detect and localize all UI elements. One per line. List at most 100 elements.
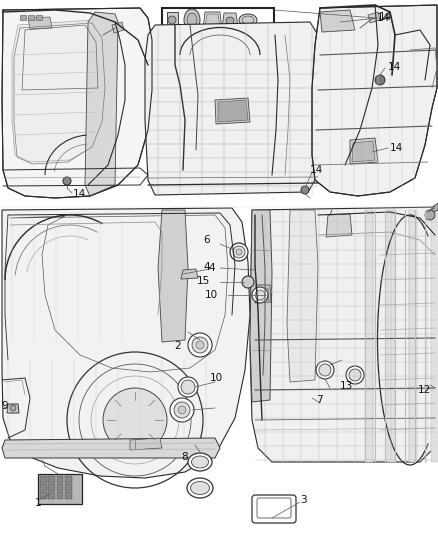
Circle shape bbox=[170, 398, 194, 422]
Polygon shape bbox=[158, 210, 188, 342]
Circle shape bbox=[10, 405, 16, 411]
Text: 15: 15 bbox=[197, 276, 210, 286]
Circle shape bbox=[178, 406, 186, 414]
Polygon shape bbox=[2, 8, 152, 198]
Text: 14: 14 bbox=[390, 143, 403, 153]
Bar bbox=[162, 8, 274, 66]
Circle shape bbox=[188, 333, 212, 357]
Polygon shape bbox=[352, 141, 375, 162]
Ellipse shape bbox=[167, 45, 177, 51]
Polygon shape bbox=[320, 10, 355, 32]
Bar bbox=[48, 484, 55, 490]
Circle shape bbox=[301, 186, 309, 194]
Circle shape bbox=[178, 377, 198, 397]
Text: 10: 10 bbox=[210, 373, 223, 383]
Bar bbox=[65, 476, 72, 482]
Polygon shape bbox=[145, 22, 320, 195]
Text: 4: 4 bbox=[203, 262, 210, 272]
Text: 14: 14 bbox=[388, 62, 401, 72]
Polygon shape bbox=[365, 210, 373, 462]
Text: 14: 14 bbox=[73, 189, 86, 199]
Bar bbox=[38, 474, 82, 504]
Circle shape bbox=[230, 243, 248, 261]
Circle shape bbox=[236, 249, 242, 255]
Polygon shape bbox=[250, 210, 272, 402]
Text: 1: 1 bbox=[35, 498, 42, 508]
Text: 4: 4 bbox=[208, 263, 215, 273]
Bar bbox=[36, 15, 42, 20]
Ellipse shape bbox=[239, 14, 257, 26]
Text: 13: 13 bbox=[340, 381, 353, 391]
Polygon shape bbox=[387, 210, 395, 462]
Polygon shape bbox=[215, 98, 250, 124]
Circle shape bbox=[319, 364, 331, 376]
Ellipse shape bbox=[191, 456, 208, 468]
Text: 10: 10 bbox=[205, 290, 218, 300]
Bar bbox=[40, 492, 47, 498]
Text: 14: 14 bbox=[379, 12, 392, 22]
Circle shape bbox=[242, 276, 254, 288]
Ellipse shape bbox=[187, 13, 197, 27]
Polygon shape bbox=[167, 12, 178, 28]
Polygon shape bbox=[112, 22, 124, 33]
Polygon shape bbox=[326, 214, 352, 237]
Ellipse shape bbox=[191, 481, 209, 495]
Polygon shape bbox=[255, 285, 271, 303]
Circle shape bbox=[425, 210, 435, 220]
Bar bbox=[65, 492, 72, 498]
Polygon shape bbox=[257, 288, 269, 301]
Text: 3: 3 bbox=[300, 495, 307, 505]
Ellipse shape bbox=[242, 16, 254, 24]
Polygon shape bbox=[28, 17, 52, 29]
Polygon shape bbox=[222, 13, 238, 28]
Ellipse shape bbox=[184, 9, 200, 31]
Polygon shape bbox=[130, 438, 162, 450]
Circle shape bbox=[349, 369, 361, 381]
Polygon shape bbox=[85, 12, 118, 196]
Polygon shape bbox=[205, 14, 220, 28]
Polygon shape bbox=[181, 269, 198, 279]
Bar bbox=[40, 476, 47, 482]
Circle shape bbox=[192, 337, 208, 353]
Bar bbox=[48, 492, 55, 498]
Circle shape bbox=[346, 366, 364, 384]
Text: 14: 14 bbox=[310, 165, 323, 175]
Polygon shape bbox=[287, 210, 318, 382]
Text: 9: 9 bbox=[1, 401, 7, 411]
Polygon shape bbox=[218, 100, 248, 122]
Text: 7: 7 bbox=[316, 395, 323, 405]
Circle shape bbox=[196, 341, 204, 349]
Polygon shape bbox=[203, 12, 222, 30]
Text: 8: 8 bbox=[181, 452, 188, 462]
Polygon shape bbox=[2, 438, 220, 458]
Circle shape bbox=[316, 361, 334, 379]
Polygon shape bbox=[431, 210, 438, 462]
Ellipse shape bbox=[188, 453, 212, 471]
Circle shape bbox=[226, 17, 234, 25]
Circle shape bbox=[375, 75, 385, 85]
Polygon shape bbox=[250, 207, 438, 462]
Circle shape bbox=[181, 380, 195, 394]
Polygon shape bbox=[368, 12, 380, 23]
Polygon shape bbox=[432, 203, 438, 213]
Bar bbox=[57, 484, 64, 490]
Ellipse shape bbox=[165, 43, 179, 53]
Bar bbox=[20, 15, 26, 20]
Circle shape bbox=[103, 388, 167, 452]
Bar bbox=[65, 484, 72, 490]
Bar bbox=[57, 492, 64, 498]
Bar bbox=[48, 476, 55, 482]
Circle shape bbox=[174, 402, 190, 418]
Polygon shape bbox=[409, 210, 417, 462]
Circle shape bbox=[255, 290, 265, 300]
Polygon shape bbox=[12, 20, 108, 162]
Polygon shape bbox=[350, 138, 378, 164]
Circle shape bbox=[168, 16, 176, 24]
Circle shape bbox=[63, 177, 71, 185]
Circle shape bbox=[233, 246, 245, 258]
Text: 12: 12 bbox=[418, 385, 431, 395]
Polygon shape bbox=[312, 5, 437, 196]
Text: 14: 14 bbox=[377, 13, 390, 23]
Bar bbox=[57, 476, 64, 482]
Polygon shape bbox=[7, 404, 19, 413]
